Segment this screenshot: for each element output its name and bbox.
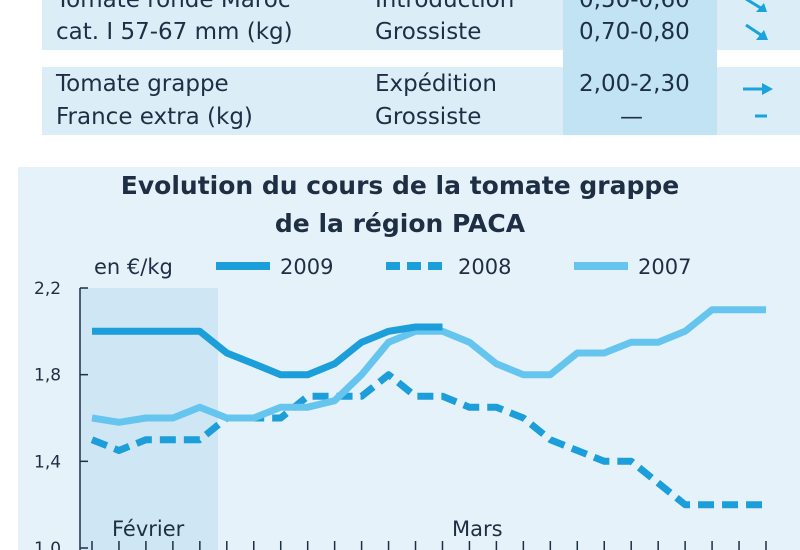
legend-label-2008: 2008 [458, 255, 511, 279]
arrow-down-right-icon [745, 0, 767, 12]
product-name: Tomate ronde Maroc [56, 0, 291, 13]
y-tick-label: 1,8 [34, 366, 61, 386]
legend-label-2007: 2007 [638, 255, 691, 279]
stage-label: Expédition [375, 71, 497, 97]
unit-label: en €/kg [94, 255, 173, 279]
price-value: — [620, 104, 643, 130]
dash-icon [755, 114, 767, 118]
arrow-right-icon [743, 83, 773, 95]
price-value: 0,50-0,60 [579, 0, 690, 13]
chart-title-line-2: de la région PACA [274, 209, 526, 238]
legend-label-2009: 2009 [280, 255, 333, 279]
product-name: Tomate grappe [56, 71, 229, 97]
series-lines [90, 306, 766, 509]
stage-label: Grossiste [375, 19, 482, 45]
series-line-2007 [91, 306, 766, 426]
x-category-fevrier: Février [112, 517, 185, 541]
arrow-down-right-icon [745, 23, 768, 40]
price-table: Tomate ronde Maroc cat. I 57-67 mm (kg) … [0, 0, 800, 148]
product-name: France extra (kg) [56, 104, 253, 130]
y-tick-label: 1,4 [34, 452, 61, 472]
y-tick-label: 2,2 [34, 279, 61, 299]
y-tick-label: 1,0 [34, 539, 61, 550]
stage-label: Introduction [375, 0, 515, 13]
x-category-mars: Mars [452, 517, 503, 541]
series-line-2009 [92, 323, 443, 379]
stage-label: Grossiste [375, 104, 482, 130]
x-ticks [91, 541, 767, 550]
series-line-2008 [90, 371, 766, 509]
product-name: cat. I 57-67 mm (kg) [56, 19, 293, 45]
chart-title-line-1: Evolution du cours de la tomate grappe [120, 171, 680, 200]
y-ticks: 2,2 1,8 1,4 1,0 [34, 279, 88, 550]
price-value: 0,70-0,80 [579, 19, 690, 45]
price-value: 2,00-2,30 [579, 71, 690, 97]
price-column [563, 0, 717, 135]
